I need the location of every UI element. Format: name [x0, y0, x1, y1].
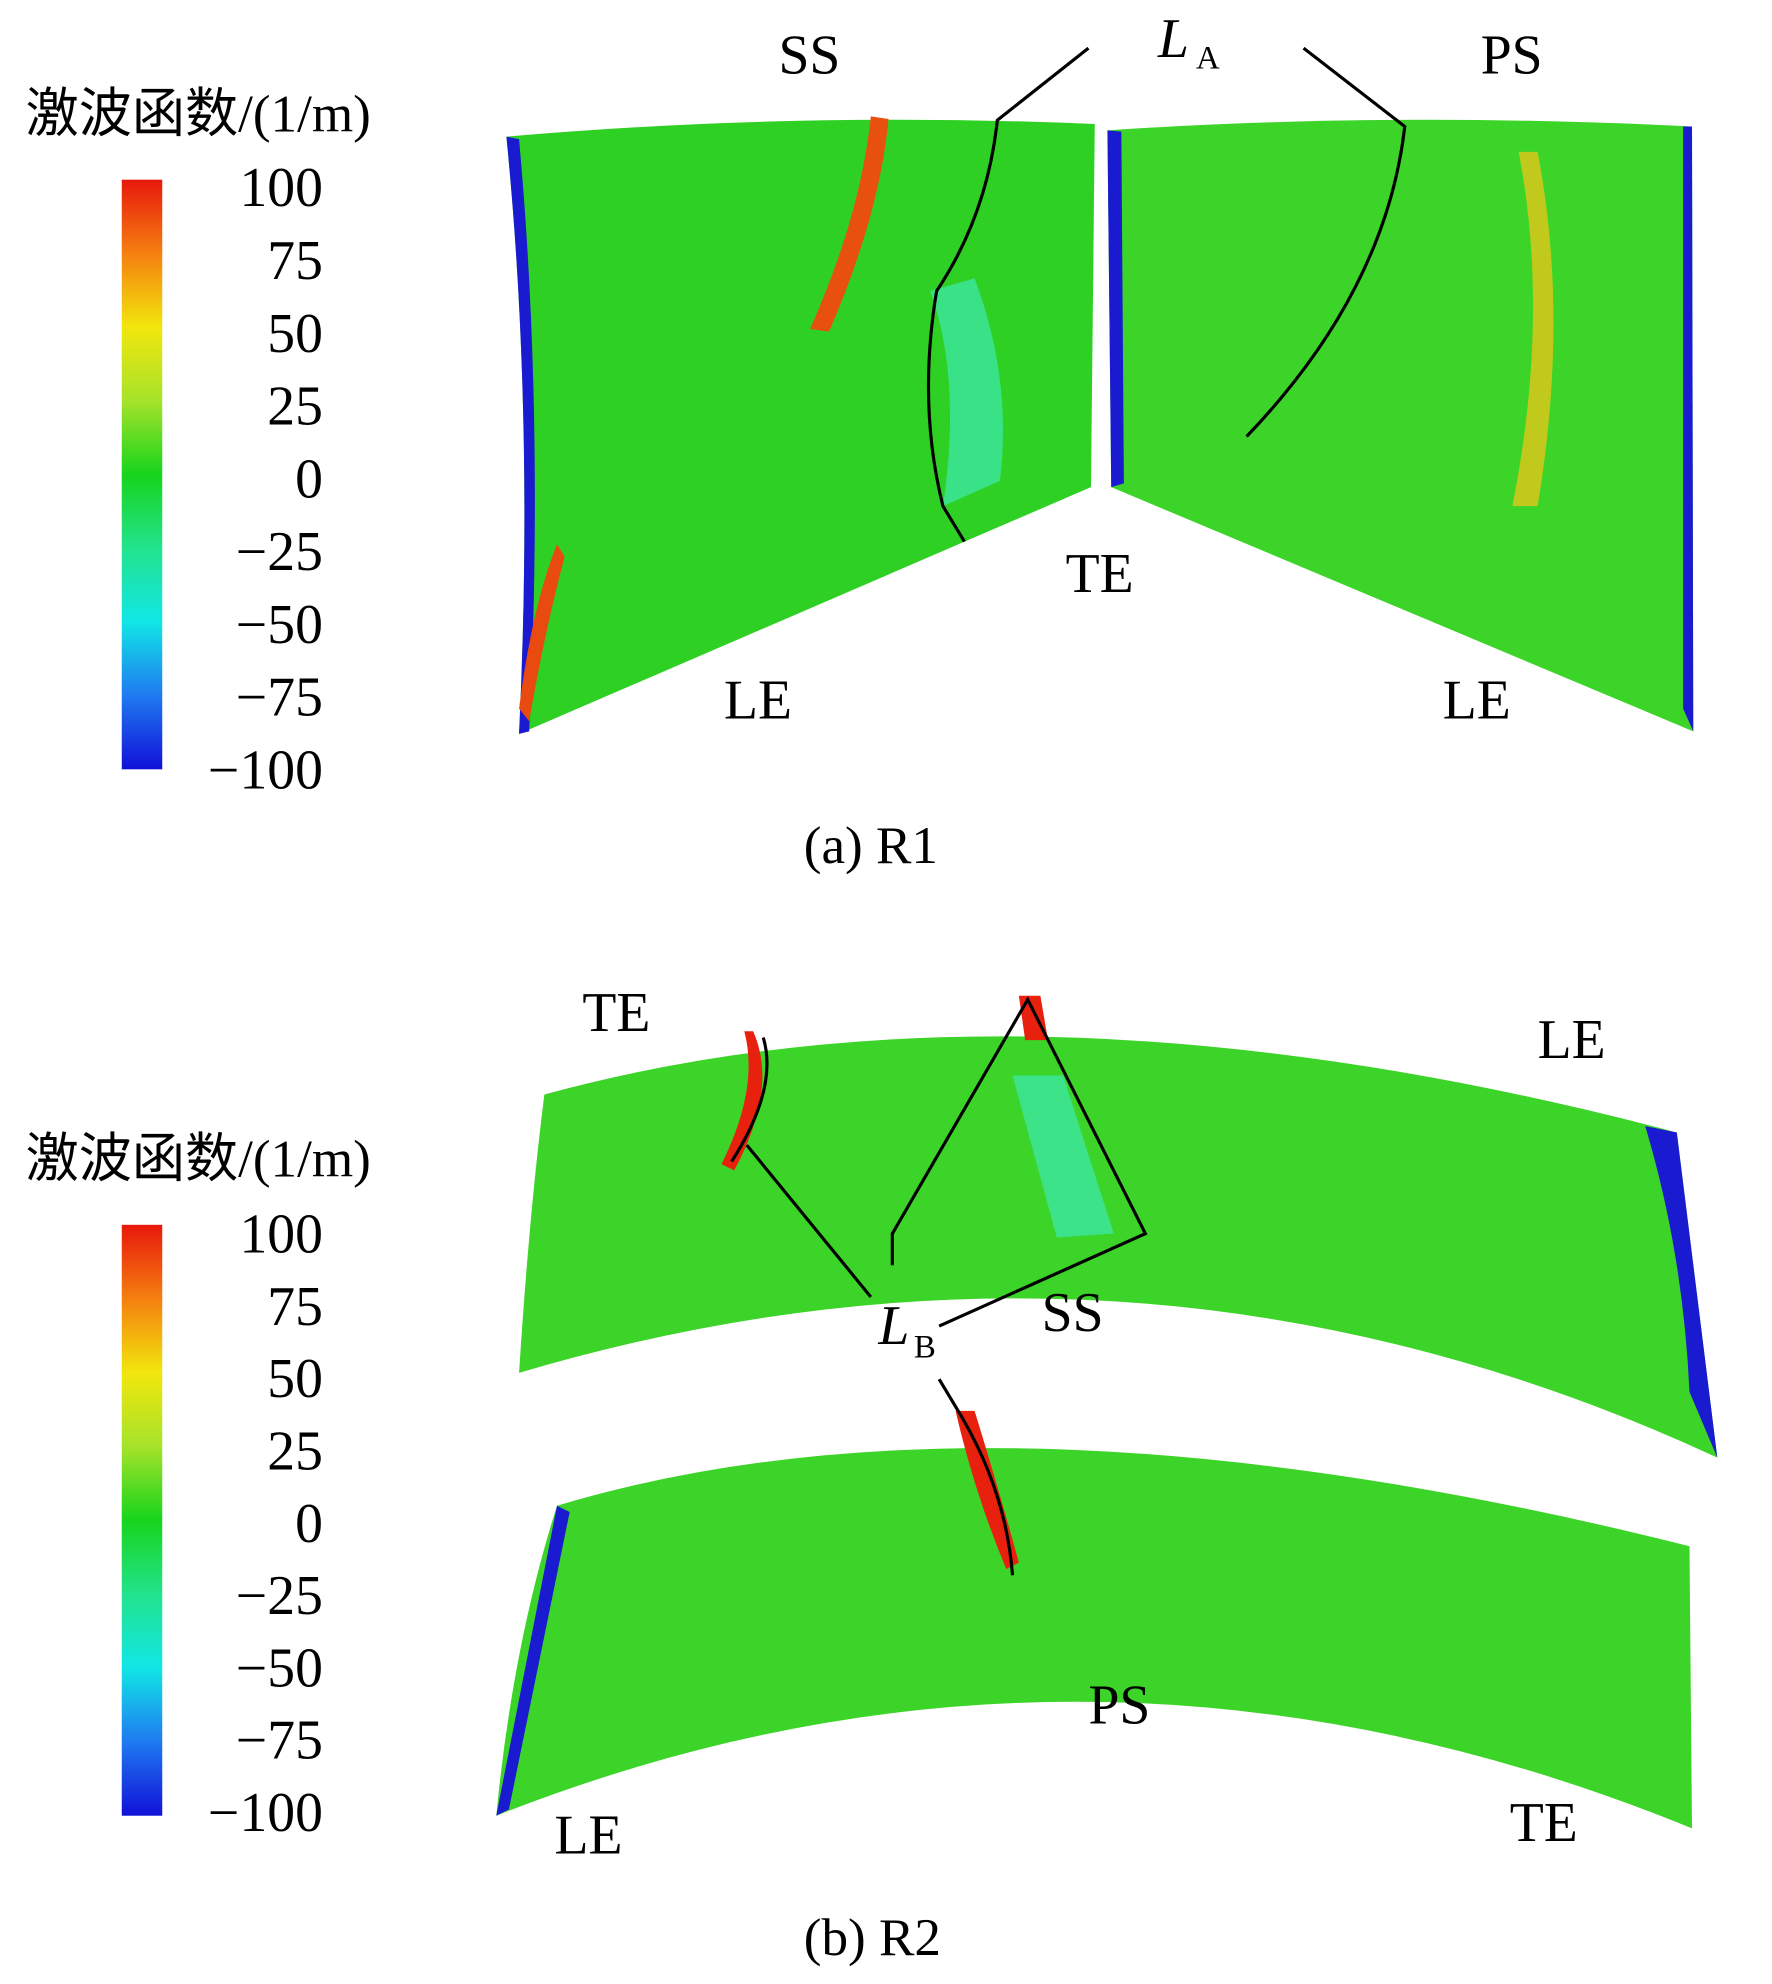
caption: (b) R2 — [804, 1909, 941, 1967]
colorbar-tick-label: 25 — [267, 376, 323, 438]
label: LE — [1443, 670, 1511, 732]
label: SS — [1042, 1282, 1104, 1344]
edge — [1683, 126, 1694, 732]
colorbar-title: 激波函数/(1/m) — [26, 1131, 371, 1189]
blade-surface — [1107, 119, 1694, 732]
streak — [1512, 151, 1554, 507]
edge — [1107, 130, 1124, 488]
colorbar-title: 激波函数/(1/m) — [26, 86, 371, 144]
streak — [955, 1410, 1019, 1569]
blade-surface — [496, 1448, 1693, 1829]
edge — [496, 1505, 570, 1816]
colorbar-tick-label: 75 — [267, 230, 323, 292]
label: TE — [582, 982, 650, 1044]
colorbar-tick-label: −75 — [236, 667, 323, 729]
label: SS — [778, 24, 840, 86]
colorbar-tick-label: 100 — [239, 1204, 322, 1266]
edge — [506, 136, 535, 734]
label: LE — [1538, 1009, 1606, 1071]
label: TE — [1510, 1792, 1578, 1854]
blade-surface — [506, 119, 1095, 734]
colorbar-tick-label: −100 — [208, 1782, 323, 1844]
streak — [519, 544, 565, 722]
colorbar-tick-label: 50 — [267, 303, 323, 365]
colorbar — [121, 179, 163, 770]
colorbar-tick-label: 100 — [239, 157, 322, 219]
annotation-line — [1245, 46, 1407, 438]
line-label-sub: A — [1196, 40, 1220, 76]
label: PS — [1088, 1674, 1150, 1736]
colorbar-tick-label: −50 — [236, 1637, 323, 1699]
annotation-line — [926, 46, 1090, 543]
caption: (a) R1 — [804, 817, 938, 875]
colorbar-tick-label: 50 — [267, 1348, 323, 1410]
annotation-line — [730, 996, 1148, 1576]
colorbar-tick-label: 25 — [267, 1420, 323, 1482]
line-label: L — [877, 1295, 909, 1357]
colorbar-tick-label: 75 — [267, 1276, 323, 1338]
colorbar-tick-label: 0 — [295, 1493, 323, 1555]
streak — [721, 1031, 763, 1171]
colorbar-tick-label: −75 — [236, 1710, 323, 1772]
colorbar-ticks: 100 75 50 25 0 −25 −50 −75 −100 — [208, 157, 323, 801]
label: LE — [724, 670, 792, 732]
edge — [1645, 1126, 1718, 1458]
colorbar-tick-label: −100 — [208, 739, 323, 801]
streak — [810, 116, 889, 332]
colorbar — [121, 1224, 163, 1816]
colorbar-tick-label: −25 — [236, 521, 323, 583]
label: PS — [1481, 24, 1543, 86]
line-label-sub: B — [914, 1330, 936, 1366]
label: LE — [554, 1805, 622, 1867]
label: TE — [1066, 543, 1134, 605]
colorbar-tick-label: −50 — [236, 594, 323, 656]
line-label: L — [1157, 8, 1189, 70]
streak — [1012, 1075, 1114, 1238]
colorbar-tick-label: 0 — [295, 448, 323, 510]
colorbar-ticks: 100 75 50 25 0 −25 −50 −75 −100 — [208, 1204, 323, 1844]
streak — [930, 278, 1004, 507]
colorbar-tick-label: −25 — [236, 1565, 323, 1627]
streak — [1018, 995, 1048, 1041]
